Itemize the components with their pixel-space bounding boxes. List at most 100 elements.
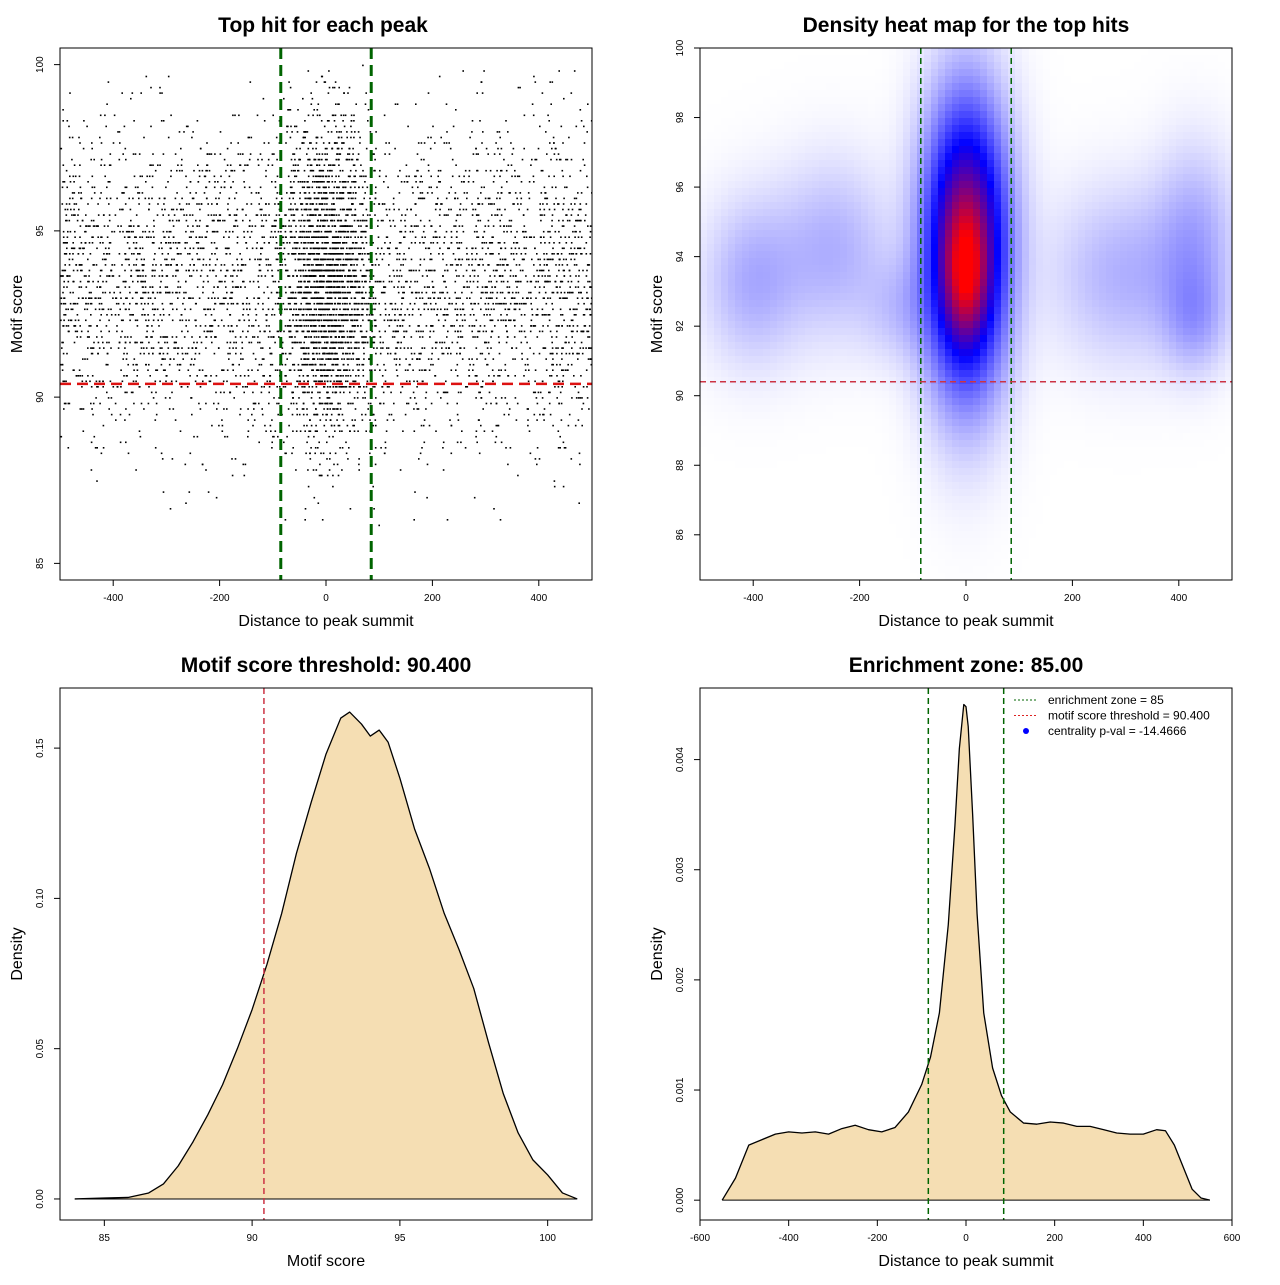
scatter-point (537, 447, 539, 449)
scatter-point (458, 392, 460, 394)
scatter-point (486, 242, 488, 244)
scatter-point (298, 181, 300, 183)
scatter-point (116, 286, 118, 288)
scatter-point (149, 231, 151, 233)
scatter-point (292, 414, 294, 416)
scatter-point (180, 148, 182, 150)
scatter-point (521, 314, 523, 316)
scatter-point (234, 270, 236, 272)
scatter-point (386, 347, 388, 349)
scatter-point (119, 231, 121, 233)
scatter-point (415, 236, 417, 238)
scatter-point (121, 92, 123, 94)
scatter-point (449, 419, 451, 421)
scatter-point (129, 314, 131, 316)
scatter-point (429, 259, 431, 261)
scatter-point (264, 331, 266, 333)
scatter-point (501, 397, 503, 399)
scatter-point (175, 347, 177, 349)
scatter-point (129, 320, 131, 322)
scatter-point (566, 187, 568, 189)
scatter-point (488, 220, 490, 222)
scatter-point (181, 159, 183, 161)
scatter-point (211, 342, 213, 344)
scatter-point (544, 264, 546, 266)
x-tick-label: -400 (103, 593, 123, 604)
scatter-point (213, 214, 215, 216)
scatter-point (246, 386, 248, 388)
scatter-point (252, 336, 254, 338)
scatter-point (307, 131, 309, 133)
scatter-point (326, 148, 328, 150)
scatter-point (243, 170, 245, 172)
scatter-point (515, 281, 517, 283)
scatter-point (86, 126, 88, 128)
scatter-point (583, 126, 585, 128)
scatter-point (145, 181, 147, 183)
scatter-point (523, 303, 525, 305)
scatter-point (542, 309, 544, 311)
scatter-point (504, 270, 506, 272)
scatter-point (243, 231, 245, 233)
scatter-point (99, 403, 101, 405)
scatter-point (564, 187, 566, 189)
scatter-point (79, 369, 81, 371)
scatter-point (392, 309, 394, 311)
scatter-point (349, 87, 351, 89)
scatter-point (275, 236, 277, 238)
scatter-point (460, 314, 462, 316)
scatter-point (463, 231, 465, 233)
scatter-point (516, 231, 518, 233)
scatter-point (92, 176, 94, 178)
scatter-point (553, 242, 555, 244)
scatter-point (388, 347, 390, 349)
scatter-point (544, 314, 546, 316)
scatter-point (448, 347, 450, 349)
x-axis-label: Distance to peak summit (238, 613, 414, 630)
scatter-point (429, 270, 431, 272)
scatter-point (138, 225, 140, 227)
scatter-point (237, 270, 239, 272)
scatter-point (446, 264, 448, 266)
scatter-point (205, 187, 207, 189)
scatter-point (496, 281, 498, 283)
scatter-point (336, 309, 338, 311)
scatter-point (193, 270, 195, 272)
scatter-point (405, 259, 407, 261)
scatter-point (404, 236, 406, 238)
scatter-point (473, 181, 475, 183)
scatter-point (365, 92, 367, 94)
scatter-point (465, 447, 467, 449)
scatter-point (499, 137, 501, 139)
scatter-point (161, 120, 163, 122)
scatter-point (519, 309, 521, 311)
scatter-point (345, 314, 347, 316)
scatter-point (106, 187, 108, 189)
scatter-point (110, 242, 112, 244)
scatter-point (148, 386, 150, 388)
scatter-point (406, 209, 408, 211)
scatter-point (461, 292, 463, 294)
scatter-point (514, 170, 516, 172)
scatter-point (305, 320, 307, 322)
scatter-point (242, 314, 244, 316)
scatter-point (360, 164, 362, 166)
scatter-point (153, 220, 155, 222)
scatter-point (493, 225, 495, 227)
scatter-point (124, 236, 126, 238)
scatter-point (65, 253, 67, 255)
scatter-point (247, 331, 249, 333)
scatter-point (311, 236, 313, 238)
scatter-point (578, 286, 580, 288)
scatter-points (60, 65, 594, 527)
scatter-point (336, 131, 338, 133)
scatter-point (251, 203, 253, 205)
scatter-point (63, 325, 65, 327)
scatter-point (74, 192, 76, 194)
scatter-point (132, 281, 134, 283)
scatter-point (170, 508, 172, 510)
scatter-point (80, 281, 82, 283)
scatter-point (423, 159, 425, 161)
scatter-point (393, 331, 395, 333)
